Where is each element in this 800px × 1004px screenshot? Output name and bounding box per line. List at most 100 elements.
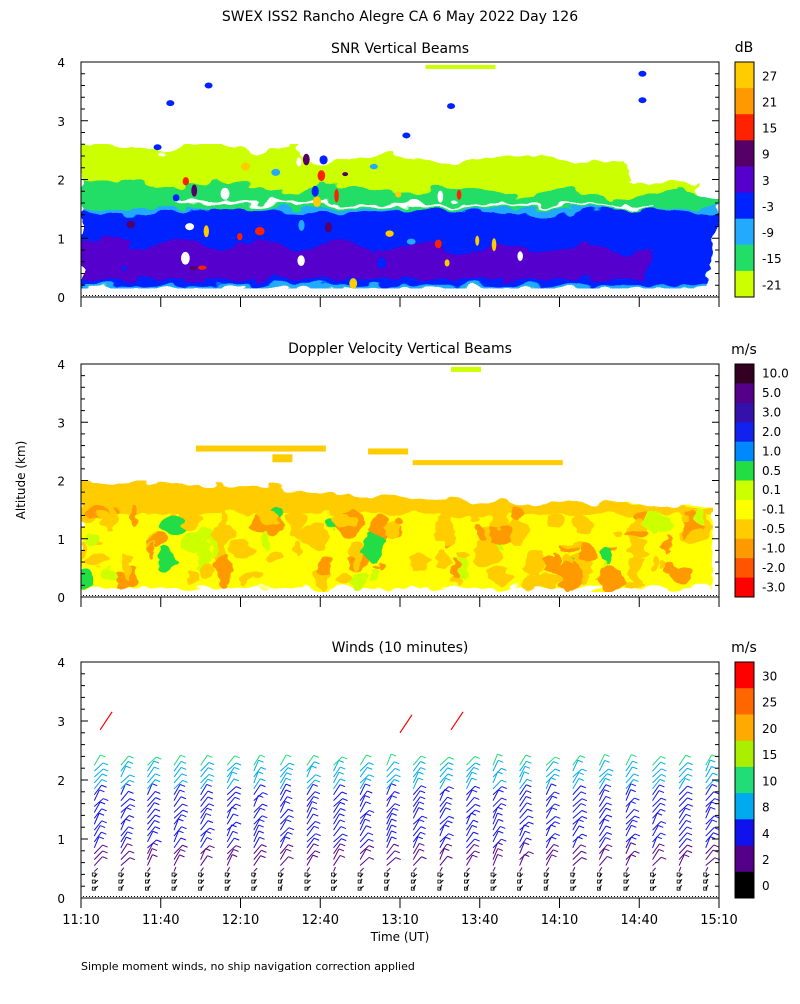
wind-barb xyxy=(652,809,661,819)
wind-barb xyxy=(412,785,422,796)
wind-barb-flag xyxy=(314,850,321,854)
doppler-patch xyxy=(409,552,432,571)
wind-barb-flag xyxy=(551,807,558,811)
wind-barb xyxy=(678,791,688,801)
wind-barb xyxy=(306,843,315,855)
wind-barb xyxy=(200,774,210,784)
wind-barb xyxy=(439,820,448,831)
calm-marker xyxy=(91,886,96,891)
wind-barb-flag xyxy=(287,796,293,800)
wind-barb xyxy=(333,802,341,813)
calm-marker xyxy=(251,886,256,891)
colorbar-swatch xyxy=(735,499,754,520)
wind-barb xyxy=(359,885,365,890)
snr-speck xyxy=(317,170,326,182)
wind-barb xyxy=(200,796,209,807)
calm-marker xyxy=(171,886,176,891)
wind-barb xyxy=(333,833,343,843)
wind-barb xyxy=(200,827,210,837)
wind-barb xyxy=(386,761,395,772)
wind-barb xyxy=(466,873,470,878)
wind-barb xyxy=(253,850,262,860)
wind-barb xyxy=(226,837,235,849)
wind-barb xyxy=(652,768,662,778)
wind-barb xyxy=(572,755,581,766)
wind-barb-flag xyxy=(474,809,481,813)
wind-barb-flag xyxy=(553,761,559,765)
wind-barb-flag xyxy=(368,809,375,813)
calm-marker xyxy=(570,886,575,891)
calm-marker xyxy=(145,872,149,877)
wind-barb-flag xyxy=(498,789,504,793)
wind-barb xyxy=(439,802,447,813)
wind-barb xyxy=(439,756,450,766)
snr-panel-title: SNR Vertical Beams xyxy=(331,41,469,57)
wind-barb-flag xyxy=(151,848,158,852)
wind-barb-flag xyxy=(634,797,640,801)
colorbar-swatch xyxy=(735,383,754,404)
y-tick-label: 2 xyxy=(57,475,65,489)
wind-barb-flag xyxy=(551,836,557,840)
wind-barb-flag xyxy=(473,831,479,835)
wind-barb xyxy=(652,873,657,878)
doppler-patch xyxy=(213,524,235,547)
snr-speck xyxy=(237,232,243,241)
wind-barb xyxy=(412,873,418,878)
wind-barb xyxy=(625,825,632,837)
wind-barb-flag xyxy=(418,777,424,781)
wind-barb xyxy=(652,849,660,860)
wind-barb-flag xyxy=(660,856,667,860)
winds-panel-title: Winds (10 minutes) xyxy=(332,640,469,656)
wind-barb-flag xyxy=(207,796,214,800)
wind-barb xyxy=(386,779,395,790)
wind-barb xyxy=(226,762,237,772)
wind-barb-flag xyxy=(711,784,718,787)
wind-barb xyxy=(678,832,688,843)
calm-marker xyxy=(623,872,628,877)
doppler-colorbar-unit: m/s xyxy=(731,342,757,358)
colorbar-swatch xyxy=(735,558,754,579)
wind-barb xyxy=(466,785,476,796)
wind-barb-flag xyxy=(314,779,321,783)
wind-barb xyxy=(412,796,421,807)
wind-barb-flag xyxy=(102,844,108,848)
calm-marker xyxy=(464,886,468,891)
wind-barb-flag xyxy=(365,813,372,817)
doppler-patch xyxy=(436,512,456,541)
wind-barb-flag xyxy=(421,856,427,860)
wind-barb xyxy=(466,844,475,855)
wind-barb-flag xyxy=(686,838,692,841)
wind-barb-flag xyxy=(444,824,450,828)
wind-barb xyxy=(359,818,366,831)
wind-barb xyxy=(333,771,340,784)
wind-barb xyxy=(492,786,503,796)
wind-barb xyxy=(572,810,583,819)
wind-barb xyxy=(93,836,100,849)
doppler-patch xyxy=(457,554,470,583)
snr-speck xyxy=(185,223,195,231)
wind-barb xyxy=(678,803,689,813)
wind-barb xyxy=(226,831,234,843)
wind-barb xyxy=(678,778,686,790)
wind-barb xyxy=(519,867,523,872)
calm-marker xyxy=(171,879,176,884)
doppler-patch xyxy=(131,505,138,528)
doppler-patch xyxy=(570,513,592,534)
calm-marker xyxy=(623,879,628,884)
wind-barb-flag xyxy=(129,774,135,778)
wind-barb xyxy=(492,885,497,890)
snr-echo xyxy=(153,144,162,151)
wind-barb xyxy=(705,754,713,766)
snr-speck xyxy=(395,191,402,198)
snr-speck xyxy=(369,238,378,253)
wind-barb-flag xyxy=(368,838,374,842)
wind-barb-flag xyxy=(525,754,532,758)
wind-barb-flag xyxy=(448,756,455,760)
wind-barb xyxy=(386,867,391,872)
wind-barb-flag xyxy=(605,784,612,788)
wind-barb-flag xyxy=(393,807,399,811)
wind-barb-flag xyxy=(421,815,428,819)
wind-barb-flag xyxy=(180,837,187,841)
colorbar-label: 25 xyxy=(762,696,777,710)
wind-barb-flag xyxy=(581,798,588,802)
